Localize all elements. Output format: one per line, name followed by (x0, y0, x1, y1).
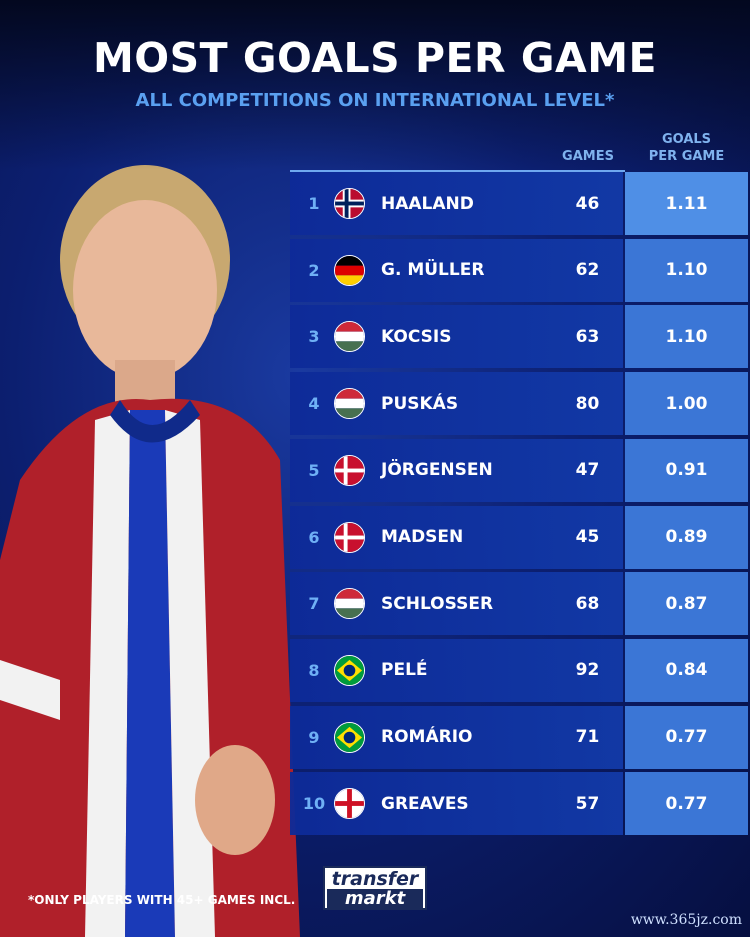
flag-denmark-icon (334, 521, 365, 553)
games-value: 80 (575, 393, 600, 414)
player-name: ROMÁRIO (381, 727, 473, 748)
player-name: HAALAND (381, 193, 474, 214)
rank: 2 (308, 260, 320, 280)
flag-germany-icon (334, 254, 365, 286)
goals-per-game-value: 0.89 (625, 505, 748, 569)
logo-text-top: transfer (331, 868, 419, 890)
rank: 3 (308, 327, 320, 347)
table-row: 1 HAALAND 46 1.11 (290, 172, 748, 235)
player-name: MADSEN (381, 527, 464, 547)
table-row: 6 MADSEN 45 0.89 (290, 505, 748, 569)
table-row: 2 G. MÜLLER 62 1.10 (290, 238, 748, 302)
page-subtitle: ALL COMPETITIONS ON INTERNATIONAL LEVEL* (135, 90, 615, 111)
games-value: 71 (575, 727, 600, 748)
games-value: 68 (575, 593, 600, 614)
table-row: 9 ROMÁRIO 71 0.77 (290, 705, 748, 769)
rank: 7 (308, 594, 320, 614)
table-top-line (290, 170, 625, 172)
top-shade (0, 0, 750, 170)
header-gpg-line1: GOALS (661, 132, 712, 147)
footnote: *ONLY PLAYERS WITH 45+ GAMES INCL. (28, 893, 296, 907)
flag-brazil-icon (334, 721, 365, 753)
flag-england-icon (334, 788, 365, 820)
header-goals-per-game: GOALS PER GAME (625, 131, 748, 165)
games-value: 46 (575, 193, 600, 214)
games-value: 47 (575, 460, 600, 481)
table-row: 8 PELÉ 92 0.84 (290, 638, 748, 702)
games-value: 63 (575, 326, 600, 347)
rank: 8 (308, 660, 320, 680)
table-row: 7 SCHLOSSER 68 0.87 (290, 572, 748, 636)
flag-brazil-icon (334, 654, 365, 686)
flag-denmark-icon (334, 454, 365, 486)
header-games: GAMES (562, 149, 614, 164)
flag-hungary-icon (334, 588, 365, 620)
page-title: MOST GOALS PER GAME (92, 34, 658, 82)
header-gpg-line2: PER GAME (648, 149, 725, 164)
goals-per-game-value: 1.10 (625, 305, 748, 369)
goals-per-game-value: 1.11 (625, 172, 748, 235)
player-name: PELÉ (381, 660, 428, 681)
player-name: JÖRGENSEN (381, 460, 493, 481)
games-value: 92 (575, 660, 600, 681)
player-photo (0, 165, 300, 937)
player-name: GREAVES (381, 793, 469, 814)
goals-per-game-value: 0.84 (625, 638, 748, 702)
rank: 5 (308, 460, 320, 480)
goals-per-game-value: 0.91 (625, 438, 748, 502)
goals-per-game-value: 0.87 (625, 572, 748, 636)
rank: 1 (308, 194, 320, 213)
logo-text-bottom: markt (327, 889, 423, 908)
rank: 10 (302, 794, 326, 814)
table-row: 4 PUSKÁS 80 1.00 (290, 372, 748, 436)
games-value: 45 (575, 527, 600, 547)
table-row: 5 JÖRGENSEN 47 0.91 (290, 438, 748, 502)
table-row: 10 GREAVES 57 0.77 (290, 772, 748, 836)
player-name: PUSKÁS (381, 393, 459, 414)
flag-hungary-icon (334, 388, 365, 420)
goals-per-game-value: 1.10 (625, 238, 748, 302)
transfermarkt-logo: transfer markt (323, 866, 427, 910)
player-name: G. MÜLLER (381, 260, 485, 281)
table-row: 3 KOCSIS 63 1.10 (290, 305, 748, 369)
goals-per-game-value: 0.77 (625, 772, 748, 836)
flag-hungary-icon (334, 321, 365, 353)
flag-norway-icon (334, 188, 365, 219)
player-name: SCHLOSSER (381, 593, 494, 614)
rank: 6 (308, 527, 320, 547)
rank: 9 (308, 727, 320, 747)
games-value: 57 (575, 793, 600, 814)
player-name: KOCSIS (381, 326, 452, 347)
watermark: www.365jz.com (630, 912, 742, 928)
goals-per-game-value: 0.77 (625, 705, 748, 769)
games-value: 62 (575, 260, 600, 281)
rank: 4 (308, 394, 320, 414)
goals-per-game-value: 1.00 (625, 372, 748, 436)
